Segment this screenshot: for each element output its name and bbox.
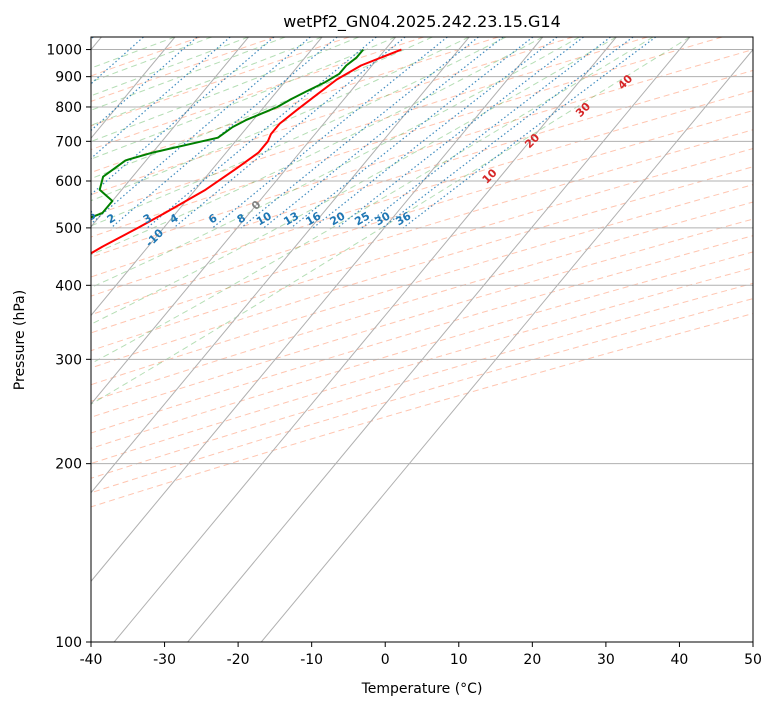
- moist-adiabat-line: [91, 37, 507, 227]
- mixing-ratio-line: [146, 37, 377, 229]
- dry-adiabat-line: [91, 37, 424, 151]
- moist-adiabat-line: [91, 37, 323, 126]
- moist-adiabat-line: [91, 37, 470, 202]
- y-tick-label: 900: [55, 70, 82, 86]
- mixing-ratio-label: 1.5: [75, 208, 98, 229]
- y-tick-label: 400: [55, 278, 82, 294]
- chart-title: wetPf2_GN04.2025.242.23.15.G14: [283, 12, 561, 32]
- dry-adiabat-line: [91, 37, 574, 196]
- isotherm-label: -20: [46, 254, 69, 277]
- isotherm-line: [91, 37, 323, 317]
- dry-adiabat-line: [91, 37, 350, 127]
- mixing-ratio-label: 30: [373, 209, 393, 228]
- dry-adiabat-line: [91, 282, 753, 479]
- mixing-ratio-line: [91, 37, 275, 196]
- moist-adiabat-line: [91, 37, 433, 180]
- mixing-ratio-line: [240, 37, 479, 229]
- isotherm-line: [91, 37, 544, 583]
- moist-adiabat-line: [91, 37, 360, 142]
- x-tick-label: 10: [450, 652, 468, 668]
- moist-adiabat-line: [91, 37, 691, 405]
- mixing-ratio-line: [382, 37, 634, 229]
- isotherm-line: [113, 37, 617, 642]
- y-tick-label: 300: [55, 352, 82, 368]
- isotherm-label: -10: [143, 226, 166, 249]
- x-tick-label: 20: [523, 652, 541, 668]
- y-tick-label: 1000: [46, 43, 82, 59]
- moist-adiabat-line: [91, 37, 617, 325]
- x-tick-label: -10: [300, 652, 323, 668]
- isotherm-line: [91, 37, 470, 494]
- mixing-ratio-line: [263, 37, 504, 229]
- moist-adiabat-line: [91, 37, 580, 289]
- x-axis-label: Temperature (°C): [361, 681, 483, 697]
- y-axis-label: Pressure (hPa): [12, 290, 28, 390]
- mixing-ratio-line: [212, 37, 448, 229]
- dry-adiabat-line: [91, 37, 723, 238]
- mixing-ratio-line: [361, 37, 611, 229]
- moist-adiabat-line: [91, 37, 249, 97]
- dry-adiabat-line: [91, 201, 753, 402]
- y-tick-label: 500: [55, 221, 82, 237]
- mixing-ratio-line: [91, 37, 231, 160]
- isotherm-line: [260, 48, 753, 642]
- x-tick-label: -30: [153, 652, 176, 668]
- mixing-ratio-line: [110, 37, 338, 229]
- moist-adiabat-line: [91, 37, 212, 83]
- mixing-ratio-line: [91, 37, 311, 225]
- y-tick-label: 600: [55, 174, 82, 190]
- x-tick-label: -20: [227, 652, 250, 668]
- x-tick-label: 30: [597, 652, 615, 668]
- x-tick-label: 50: [744, 652, 762, 668]
- x-tick-label: -40: [80, 652, 103, 668]
- mixing-ratio-label: 4: [167, 211, 180, 226]
- mixing-ratio-label: 8: [235, 211, 248, 226]
- mixing-ratio-line: [173, 37, 406, 229]
- mixing-ratio-line: [91, 37, 94, 40]
- mixing-ratio-line: [91, 37, 144, 85]
- dry-adiabat-line: [91, 37, 648, 217]
- dry-adiabat-label: 30: [573, 100, 593, 120]
- dry-adiabat-line: [91, 251, 753, 449]
- temperature-line: [91, 48, 402, 255]
- y-tick-label: 800: [55, 100, 82, 116]
- background-lines: [91, 37, 753, 642]
- isotherm-line: [187, 37, 691, 642]
- y-tick-label: 200: [55, 457, 82, 473]
- dry-adiabat-label: 10: [480, 166, 500, 186]
- x-tick-label: 40: [671, 652, 689, 668]
- moist-adiabat-line: [91, 37, 544, 256]
- mixing-ratio-label: 0.6: [1, 208, 25, 229]
- axis-ticks: -40 -30 -20 -10 0 10 20 30 40 50 100 200 300 400 500 60…: [46, 43, 762, 668]
- y-tick-label: 100: [55, 635, 82, 651]
- mixing-ratio-label: 20: [328, 209, 348, 228]
- dewpoint-line: [91, 48, 364, 219]
- mixing-ratio-line: [402, 37, 657, 229]
- dry-adiabat-line: [91, 90, 753, 297]
- mixing-ratio-line: [336, 37, 584, 229]
- dry-adiabat-line: [91, 49, 753, 258]
- x-tick-label: 0: [381, 652, 390, 668]
- dry-adiabat-line: [91, 37, 275, 102]
- isotherm-line: [91, 37, 249, 228]
- isotherm-line: [91, 37, 397, 405]
- dry-adiabat-line: [91, 298, 753, 494]
- reference-label-layer: 0.10.20.40.611.52346810131620253036-100-…: [1, 72, 636, 277]
- dry-adiabat-line: [91, 69, 753, 278]
- moist-adiabat-line: [91, 37, 654, 365]
- series-layer: [91, 48, 402, 255]
- moist-adiabat-line: [91, 37, 286, 111]
- dry-adiabat-line: [91, 218, 753, 418]
- mixing-ratio-line: [312, 37, 558, 229]
- plot-frame: [90, 36, 754, 643]
- mixing-ratio-label: 25: [352, 209, 372, 228]
- dry-adiabat-line: [91, 166, 753, 369]
- mixing-ratio-label: 13: [281, 209, 301, 228]
- y-tick-label: 700: [55, 134, 82, 150]
- dry-adiabat-line: [91, 184, 753, 386]
- mixing-ratio-label: 2: [105, 211, 118, 226]
